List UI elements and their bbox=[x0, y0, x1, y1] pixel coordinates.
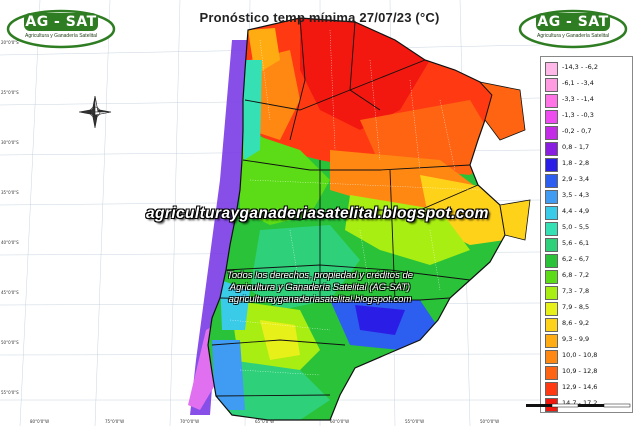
legend-label: 9,3 - 9,9 bbox=[562, 335, 590, 343]
legend-row: -6,1 - -3,4 bbox=[545, 76, 631, 92]
legend-swatch bbox=[545, 78, 558, 92]
legend-swatch bbox=[545, 190, 558, 204]
legend-row: 6,8 - 7,2 bbox=[545, 268, 631, 284]
legend-label: 12,9 - 14,6 bbox=[562, 383, 598, 391]
ag-sat-logo-left: AG - SAT Agricultura y Ganadería Satelit… bbox=[6, 9, 116, 49]
logo-title: AG - SAT bbox=[537, 14, 609, 30]
legend-row: 10,9 - 12,8 bbox=[545, 364, 631, 380]
legend-row: 5,6 - 6,1 bbox=[545, 236, 631, 252]
chile-region bbox=[190, 40, 250, 415]
legend-label: 6,2 - 6,7 bbox=[562, 255, 590, 263]
rights-notice: Todos los derechos, propiedad y créditos… bbox=[200, 270, 440, 306]
legend-swatch bbox=[545, 350, 558, 364]
logo-title: AG - SAT bbox=[25, 14, 97, 30]
lat-label: 20°0'0"S bbox=[1, 40, 19, 45]
legend-row: 7,9 - 8,5 bbox=[545, 300, 631, 316]
legend-swatch bbox=[545, 270, 558, 284]
lon-label: 80°0'0"W bbox=[30, 419, 50, 424]
scale-bar bbox=[526, 403, 631, 408]
legend-row: -3,3 - -1,4 bbox=[545, 92, 631, 108]
legend-swatch bbox=[545, 142, 558, 156]
legend-swatch bbox=[545, 366, 558, 380]
legend-row: 9,3 - 9,9 bbox=[545, 332, 631, 348]
legend-row: -14,3 - -6,2 bbox=[545, 60, 631, 76]
lat-label: 30°0'0"S bbox=[1, 140, 19, 145]
logo-subtitle: Agricultura y Ganadería Satelital bbox=[537, 33, 609, 39]
legend-row: 3,5 - 4,3 bbox=[545, 188, 631, 204]
legend-label: -3,3 - -1,4 bbox=[562, 95, 594, 103]
legend-label: 3,5 - 4,3 bbox=[562, 191, 590, 199]
legend-label: 2,9 - 3,4 bbox=[562, 175, 590, 183]
legend-row: 10,0 - 10,8 bbox=[545, 348, 631, 364]
lon-label: 50°0'0"W bbox=[480, 419, 500, 424]
legend-label: 5,6 - 6,1 bbox=[562, 239, 590, 247]
lat-label: 35°0'0"S bbox=[1, 190, 19, 195]
legend-label: 1,8 - 2,8 bbox=[562, 159, 590, 167]
ag-sat-logo-right: AG - SAT Agricultura y Ganadería Satelit… bbox=[518, 9, 628, 49]
legend-label: 10,0 - 10,8 bbox=[562, 351, 598, 359]
legend-row: 8,6 - 9,2 bbox=[545, 316, 631, 332]
legend-label: -6,1 - -3,4 bbox=[562, 79, 594, 87]
legend-swatch bbox=[545, 126, 558, 140]
legend-swatch bbox=[545, 94, 558, 108]
legend-row: 7,3 - 7,8 bbox=[545, 284, 631, 300]
rights-line-3: agriculturayganaderiasatelital.blogspot.… bbox=[228, 294, 412, 305]
lat-label: 25°0'0"S bbox=[1, 90, 19, 95]
legend-swatch bbox=[545, 206, 558, 220]
legend-label: -14,3 - -6,2 bbox=[562, 63, 598, 71]
legend-swatch bbox=[545, 334, 558, 348]
map-title: Pronóstico temp mínima 27/07/23 (°C) bbox=[199, 10, 440, 25]
logo-subtitle: Agricultura y Ganadería Satelital bbox=[25, 33, 97, 39]
rights-line-2: Agricultura y Ganadería Satelital (AG-SA… bbox=[229, 282, 411, 293]
legend-swatch bbox=[545, 382, 558, 396]
legend-swatch bbox=[545, 238, 558, 252]
legend-swatch bbox=[545, 222, 558, 236]
legend-label: 7,3 - 7,8 bbox=[562, 287, 590, 295]
legend-label: 4,4 - 4,9 bbox=[562, 207, 590, 215]
legend-row: 5,0 - 5,5 bbox=[545, 220, 631, 236]
legend-swatch bbox=[545, 302, 558, 316]
legend-swatch bbox=[545, 110, 558, 124]
legend-row: 6,2 - 6,7 bbox=[545, 252, 631, 268]
lon-label: 65°0'0"W bbox=[255, 419, 275, 424]
legend-row: 12,9 - 14,6 bbox=[545, 380, 631, 396]
lat-label: 40°0'0"S bbox=[1, 240, 19, 245]
legend-swatch bbox=[545, 254, 558, 268]
legend-swatch bbox=[545, 286, 558, 300]
legend-row: -1,3 - -0,3 bbox=[545, 108, 631, 124]
legend-row: 1,8 - 2,8 bbox=[545, 156, 631, 172]
legend-label: 6,8 - 7,2 bbox=[562, 271, 590, 279]
lat-label: 45°0'0"S bbox=[1, 290, 19, 295]
lon-label: 70°0'0"W bbox=[180, 419, 200, 424]
legend-row: -0,2 - 0,7 bbox=[545, 124, 631, 140]
legend-swatch bbox=[545, 62, 558, 76]
lon-label: 75°0'0"W bbox=[105, 419, 125, 424]
lat-label: 55°0'0"S bbox=[1, 390, 19, 395]
legend-label: 7,9 - 8,5 bbox=[562, 303, 590, 311]
legend-label: -0,2 - 0,7 bbox=[562, 127, 592, 135]
legend-label: 8,6 - 9,2 bbox=[562, 319, 590, 327]
compass-rose bbox=[78, 95, 112, 129]
temperature-legend: -14,3 - -6,2 -6,1 - -3,4 -3,3 - -1,4 -1,3 -… bbox=[540, 56, 633, 413]
legend-label: 10,9 - 12,8 bbox=[562, 367, 598, 375]
legend-row: 4,4 - 4,9 bbox=[545, 204, 631, 220]
legend-row: 2,9 - 3,4 bbox=[545, 172, 631, 188]
legend-swatch bbox=[545, 318, 558, 332]
lat-label: 50°0'0"S bbox=[1, 340, 19, 345]
legend-swatch bbox=[545, 158, 558, 172]
lon-label: 60°0'0"W bbox=[330, 419, 350, 424]
legend-label: 14,7 - 17,2 bbox=[562, 399, 598, 407]
legend-label: 5,0 - 5,5 bbox=[562, 223, 590, 231]
province-borders bbox=[211, 17, 479, 397]
watermark-url: agriculturayganaderiasatelital.blogspot.… bbox=[146, 205, 489, 222]
lon-label: 55°0'0"W bbox=[405, 419, 425, 424]
rights-line-1: Todos los derechos, propiedad y créditos… bbox=[226, 270, 414, 281]
legend-row: 0,8 - 1,7 bbox=[545, 140, 631, 156]
legend-label: 0,8 - 1,7 bbox=[562, 143, 590, 151]
legend-label: -1,3 - -0,3 bbox=[562, 111, 594, 119]
legend-swatch bbox=[545, 174, 558, 188]
department-borders bbox=[229, 29, 481, 376]
